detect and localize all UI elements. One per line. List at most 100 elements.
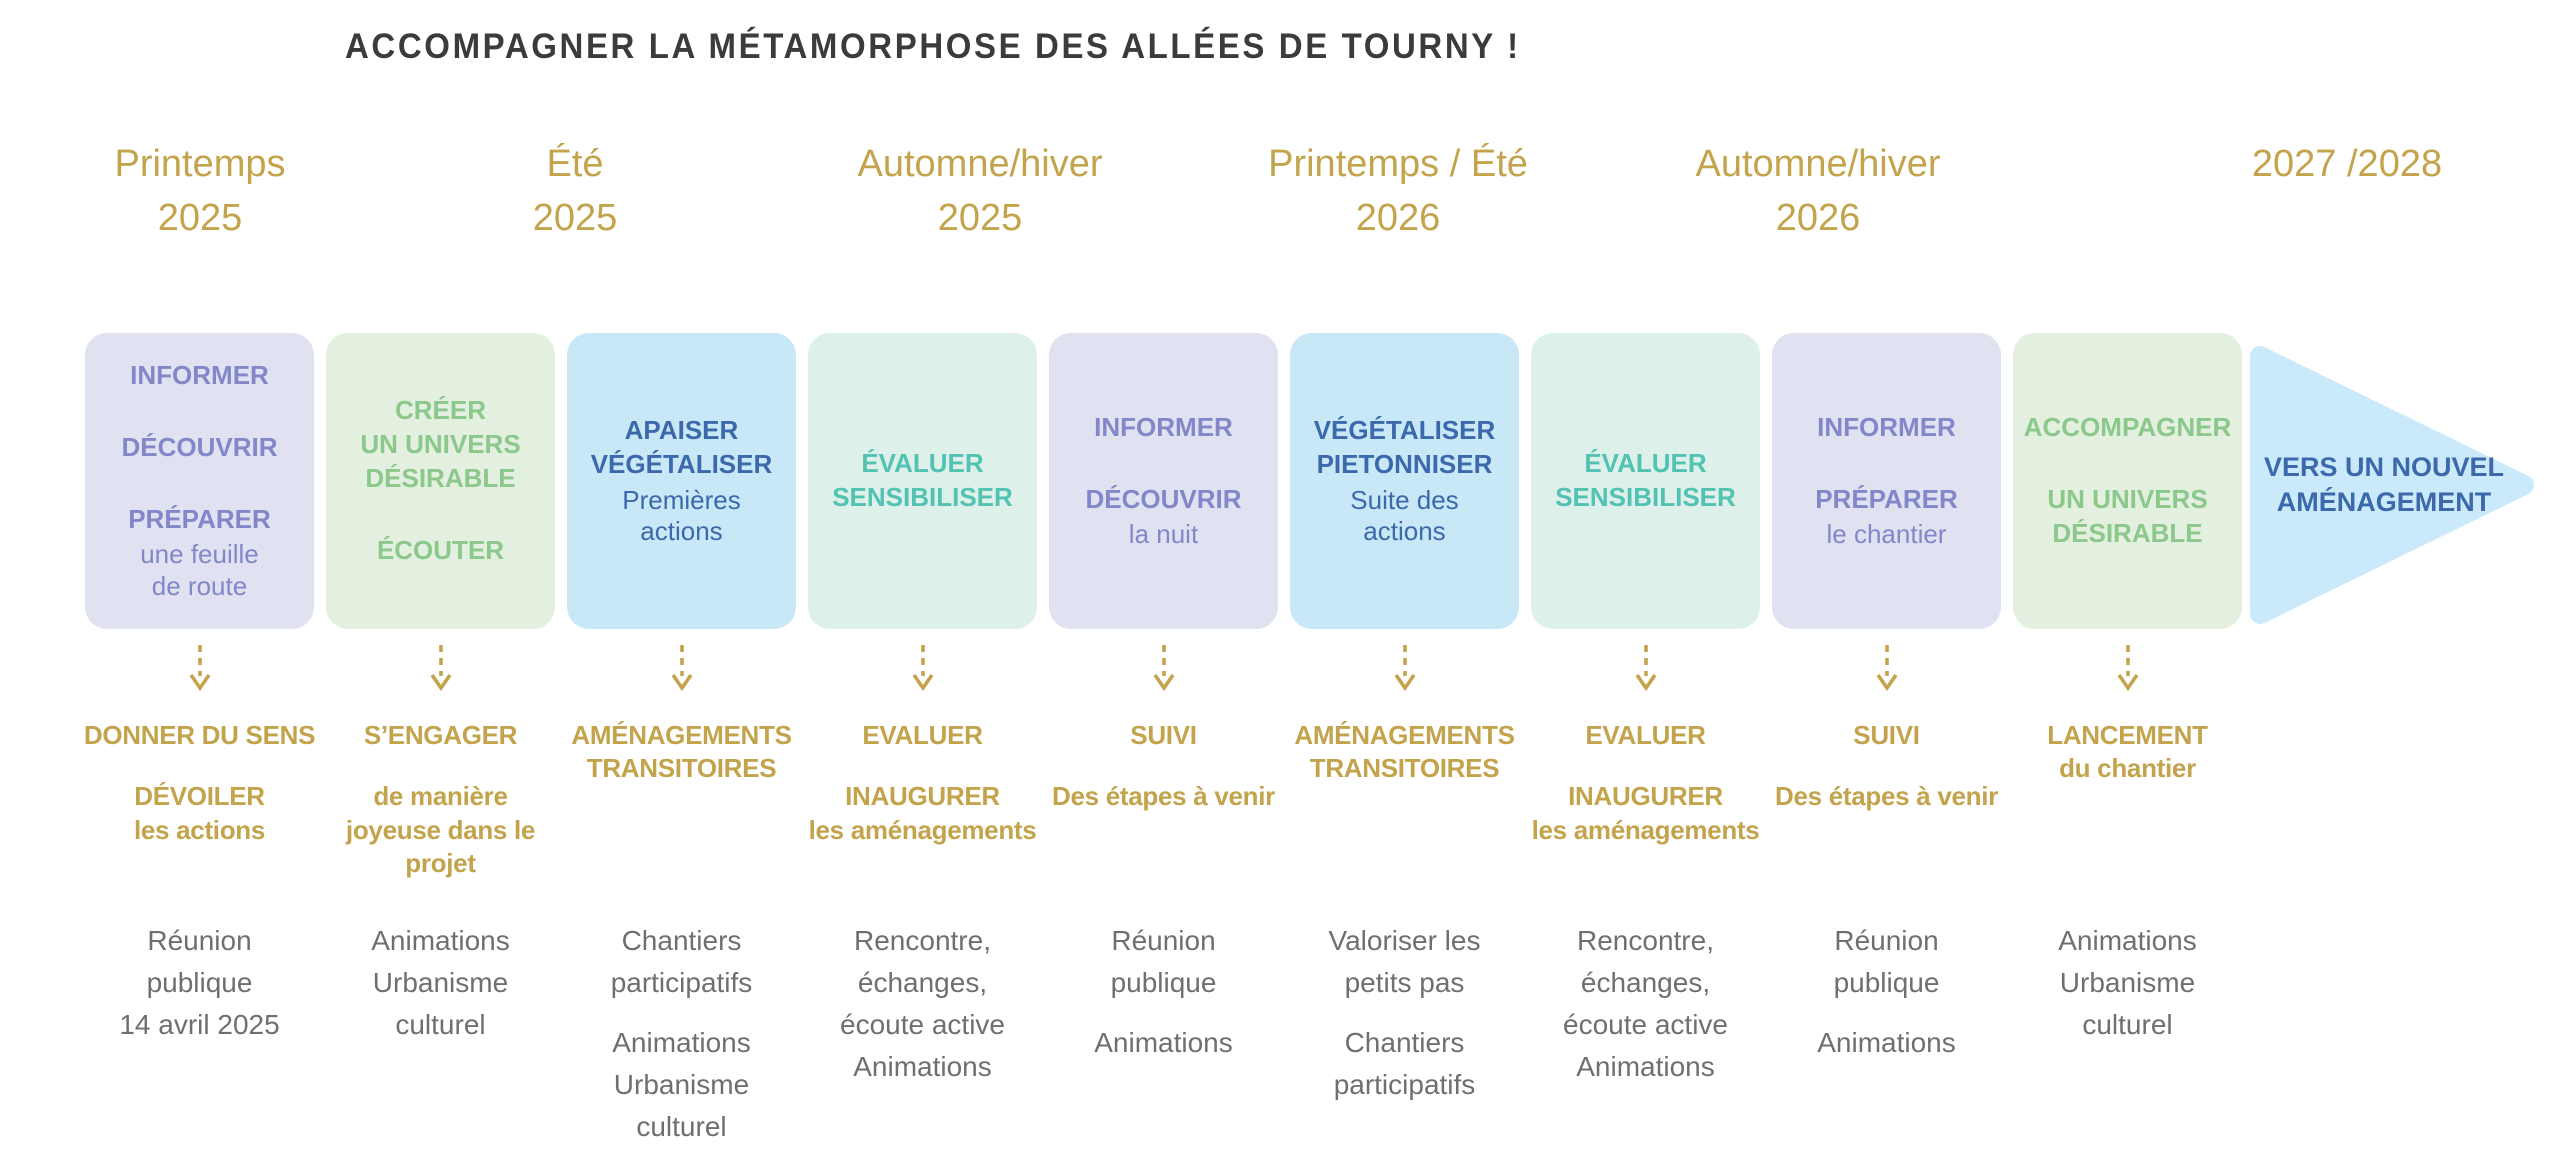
down-arrow-icon <box>671 645 692 692</box>
phase-activities: Rencontre, échanges, écoute active Anima… <box>773 920 1073 1106</box>
activity-text: Réunion publique <box>1110 925 1217 998</box>
down-arrow-icon <box>189 645 210 692</box>
phase-box: INFORMER DÉCOUVRIR la nuit <box>1049 333 1278 629</box>
activity-text: Animations <box>1094 1027 1233 1058</box>
down-arrow-icon <box>2117 645 2138 692</box>
phase-detail: la nuit <box>1128 519 1199 550</box>
action-subtext: de manière joyeuse dans le projet <box>345 781 536 878</box>
timeline-column: VÉGÉTALISER PIETONNISER Suite des actions… <box>1290 333 1519 1119</box>
activity-text: Valoriser les petits pas <box>1328 925 1481 998</box>
action-heading: DÉVOILER <box>134 781 265 812</box>
action-item: LANCEMENT du chantier <box>1972 719 2284 786</box>
action-subtext: les aménagements <box>808 814 1037 845</box>
period-label: 2027 /2028 <box>2251 143 2443 185</box>
phase-box-text: ÉCOUTER <box>377 534 504 568</box>
timeline-column: ÉVALUER SENSIBILISER EVALUER INAUGURER les… <box>808 333 1037 1119</box>
phase-box-text: DÉCOUVRIR la nuit <box>1085 483 1241 552</box>
phase-actions: SUIVI Des étapes à venir <box>1731 719 2043 814</box>
down-arrow-icon <box>1394 645 1415 692</box>
phase-keyword: APAISER VÉGÉTALISER <box>590 414 773 479</box>
phase-box-text: INFORMER <box>130 359 269 393</box>
period-label: Printemps 2025 <box>114 143 286 239</box>
timeline-column: INFORMER PRÉPARER le chantier SUIVI Des éta… <box>1772 333 2001 1119</box>
activity-text: Rencontre, échanges, écoute active Anima… <box>1563 925 1728 1082</box>
action-item: S’ENGAGER <box>285 719 597 752</box>
action-subtext: les actions <box>133 814 266 845</box>
action-subtext: Des étapes à venir <box>1775 781 1998 812</box>
action-subtext: les aménagements <box>1531 814 1760 845</box>
phase-box-text: INFORMER <box>1817 411 1956 445</box>
activity-text: Chantiers participatifs <box>1333 1027 1476 1100</box>
action-item: Des étapes à venir <box>1008 780 1320 813</box>
action-item: EVALUER <box>1490 719 1802 752</box>
action-item: Des étapes à venir <box>1731 780 2043 813</box>
down-arrow-icon <box>1153 645 1174 692</box>
activity-text: Animations <box>1817 1027 1956 1058</box>
phase-keyword: INFORMER <box>1817 411 1956 442</box>
phase-box: VÉGÉTALISER PIETONNISER Suite des actions <box>1290 333 1519 629</box>
timeline-column: CRÉER UN UNIVERS DÉSIRABLE ÉCOUTER S’ENGA… <box>326 333 555 1119</box>
action-item: EVALUER <box>767 719 1079 752</box>
action-heading: S’ENGAGER <box>363 720 518 750</box>
period-label: Automne/hiver 2026 <box>1695 143 1941 239</box>
action-heading: EVALUER <box>862 720 983 750</box>
phase-box-text: ÉVALUER SENSIBILISER <box>1555 447 1736 515</box>
phase-box-text: PRÉPARER une feuille de route <box>128 503 271 603</box>
phase-keyword: PRÉPARER <box>1815 483 1958 514</box>
phase-box-text: ÉVALUER SENSIBILISER <box>832 447 1013 515</box>
page-title: ACCOMPAGNER LA MÉTAMORPHOSE DES ALLÉES D… <box>345 26 1521 66</box>
phase-actions: AMÉNAGEMENTS TRANSITOIRES <box>1249 719 1561 786</box>
phase-actions: SUIVI Des étapes à venir <box>1008 719 1320 814</box>
action-item: INAUGURER les aménagements <box>767 780 1079 847</box>
action-heading: INAUGURER <box>1568 781 1723 812</box>
phase-keyword: ÉCOUTER <box>376 534 505 565</box>
phase-actions: EVALUER INAUGURER les aménagements <box>1490 719 1802 847</box>
phase-box-text: CRÉER UN UNIVERS DÉSIRABLE <box>360 394 520 495</box>
phase-box: APAISER VÉGÉTALISER Premières actions <box>567 333 796 629</box>
action-subtext: du chantier <box>2059 753 2196 784</box>
action-item: de manière joyeuse dans le projet <box>285 780 597 880</box>
timeline-column: ACCOMPAGNER UN UNIVERS DÉSIRABLE LANCEMEN… <box>2013 333 2242 1119</box>
action-heading: LANCEMENT <box>2047 720 2208 750</box>
phase-box-text: PRÉPARER le chantier <box>1815 483 1958 552</box>
action-item: DÉVOILER les actions <box>44 780 356 847</box>
period-label: Été 2025 <box>532 143 618 239</box>
phase-keyword: PRÉPARER <box>128 503 271 534</box>
final-arrow-label: VERS UN NOUVEL AMÉNAGEMENT <box>2263 451 2505 517</box>
final-arrow: VERS UN NOUVEL AMÉNAGEMENT <box>2248 338 2548 632</box>
phase-actions: LANCEMENT du chantier <box>1972 719 2284 786</box>
timeline-column: ÉVALUER SENSIBILISER EVALUER INAUGURER les… <box>1531 333 1760 1119</box>
timeline-column: INFORMER DÉCOUVRIR PRÉPARER une feuille de … <box>84 333 315 1119</box>
phase-box: INFORMER PRÉPARER le chantier <box>1772 333 2001 629</box>
action-item: SUIVI <box>1731 719 2043 752</box>
phase-box: INFORMER DÉCOUVRIR PRÉPARER une feuille de … <box>85 333 314 629</box>
timeline-column: INFORMER DÉCOUVRIR la nuit SUIVI Des étapes… <box>1049 333 1278 1119</box>
activity-text: Animations Urbanisme culturel <box>612 1027 751 1142</box>
action-heading: AMÉNAGEMENTS TRANSITOIRES <box>1294 720 1515 784</box>
phase-detail: une feuille de route <box>140 539 259 602</box>
phase-box: ÉVALUER SENSIBILISER <box>1531 333 1760 629</box>
action-heading: EVALUER <box>1585 720 1706 750</box>
phase-actions: EVALUER INAUGURER les aménagements <box>767 719 1079 847</box>
phase-keyword: INFORMER <box>130 360 269 391</box>
phase-keyword: INFORMER <box>1094 411 1233 442</box>
action-heading: INAUGURER <box>845 781 1000 812</box>
activity-text: Réunion publique 14 avril 2025 <box>119 925 280 1040</box>
down-arrow-icon <box>1876 645 1897 692</box>
phase-box-text: INFORMER <box>1094 411 1233 445</box>
phase-actions: S’ENGAGER de manière joyeuse dans le proj… <box>285 719 597 880</box>
action-heading: SUIVI <box>1853 720 1920 750</box>
action-subtext: Des étapes à venir <box>1052 781 1275 812</box>
phase-detail: le chantier <box>1826 519 1947 550</box>
action-item: AMÉNAGEMENTS TRANSITOIRES <box>526 719 838 786</box>
phase-box: CRÉER UN UNIVERS DÉSIRABLE ÉCOUTER <box>326 333 555 629</box>
timeline-column: APAISER VÉGÉTALISER Premières actions AMÉ… <box>567 333 796 1142</box>
phase-keyword: ÉVALUER SENSIBILISER <box>832 448 1013 512</box>
phase-box: ÉVALUER SENSIBILISER <box>808 333 1037 629</box>
phase-activities: Réunion publique Animations <box>1737 920 2037 1082</box>
action-item: AMÉNAGEMENTS TRANSITOIRES <box>1249 719 1561 786</box>
phase-actions: DONNER DU SENS DÉVOILER les actions <box>44 719 356 847</box>
activity-text: Chantiers participatifs <box>610 925 753 998</box>
phase-activities: Valoriser les petits pas Chantiers partic… <box>1255 920 1555 1124</box>
action-heading: AMÉNAGEMENTS TRANSITOIRES <box>571 720 792 784</box>
